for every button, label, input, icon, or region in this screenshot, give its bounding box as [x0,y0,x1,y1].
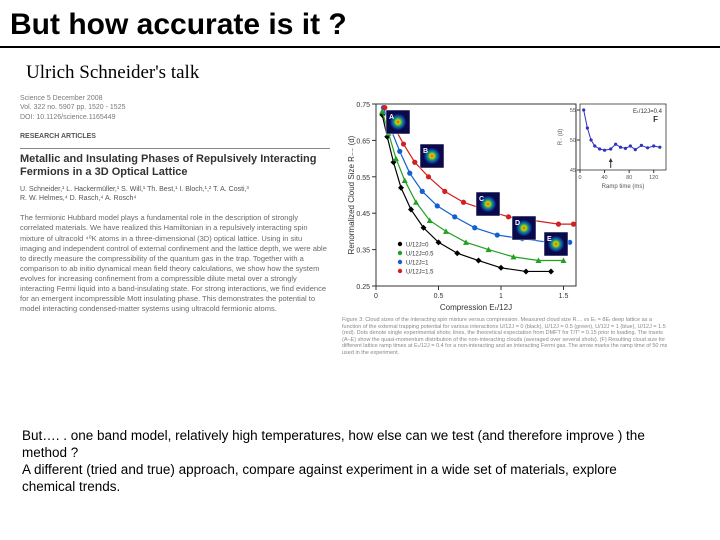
svg-text:U/12J=0: U/12J=0 [406,243,429,249]
section-rule [20,148,330,149]
svg-text:A: A [389,114,394,121]
svg-text:F: F [653,115,658,124]
svg-text:0.75: 0.75 [356,102,370,109]
figure-caption: Figure 3: Cloud sizes of the interacting… [342,317,668,357]
svg-text:1: 1 [499,293,503,300]
svg-text:50: 50 [570,138,576,144]
svg-text:0.5: 0.5 [434,293,444,300]
svg-text:Compression Eₜ/12J: Compression Eₜ/12J [440,303,512,312]
svg-text:Ramp time (ms): Ramp time (ms) [602,184,645,190]
figure-area: 0 0.5 1 1.5 0.25 0.35 0.45 0.55 0.65 0.75 Compress… [342,94,700,357]
svg-text:0.45: 0.45 [356,211,370,218]
svg-text:0.35: 0.35 [356,248,370,255]
svg-text:D: D [515,220,520,227]
authors-line: R. W. Helmes,⁴ D. Rasch,⁴ A. Rosch⁴ [20,194,330,203]
svg-text:1.5: 1.5 [559,293,569,300]
svg-text:45: 45 [570,168,576,174]
commentary-text: But…. . one band model, relatively high … [22,428,662,496]
svg-text:Renormalized Cloud Size R₋₋ (d: Renormalized Cloud Size R₋₋ (d) [347,135,356,254]
title-rule [0,46,720,48]
svg-text:0.55: 0.55 [356,175,370,182]
svg-text:80: 80 [626,175,632,181]
svg-text:40: 40 [602,175,608,181]
svg-text:U/12J=0.5: U/12J=0.5 [406,252,434,258]
svg-text:120: 120 [649,175,658,181]
abstract: The fermionic Hubbard model plays a fund… [20,213,330,314]
journal-line: Vol. 322 no. 5907 pp. 1520 - 1525 [20,103,330,112]
svg-text:0.65: 0.65 [356,138,370,145]
journal-line: DOI: 10.1126/science.1165449 [20,113,330,122]
article-excerpt: Science 5 December 2008 Vol. 322 no. 590… [20,94,330,357]
section-label: RESEARCH ARTICLES [20,132,330,141]
svg-text:0: 0 [578,175,581,181]
subtitle: Ulrich Schneider's talk [0,62,720,84]
svg-text:Eₜ/12J=0.4: Eₜ/12J=0.4 [633,109,663,115]
svg-text:R₋ (d): R₋ (d) [558,129,564,146]
svg-text:55: 55 [570,108,576,114]
main-chart: 0 0.5 1 1.5 0.25 0.35 0.45 0.55 0.65 0.75 Compress… [342,94,672,314]
svg-text:U/12J=1.5: U/12J=1.5 [406,270,434,276]
authors-line: U. Schneider,¹ L. Hackermüller,¹ S. Will… [20,185,330,194]
svg-text:U/12J=1: U/12J=1 [406,261,429,267]
svg-text:B: B [423,148,428,155]
svg-text:0.25: 0.25 [356,284,370,291]
svg-text:E: E [547,236,552,243]
svg-text:C: C [479,196,484,203]
svg-text:0: 0 [374,293,378,300]
page-title: But how accurate is it ? [0,0,720,46]
article-title: Metallic and Insulating Phases of Repuls… [20,153,330,179]
journal-line: Science 5 December 2008 [20,94,330,103]
